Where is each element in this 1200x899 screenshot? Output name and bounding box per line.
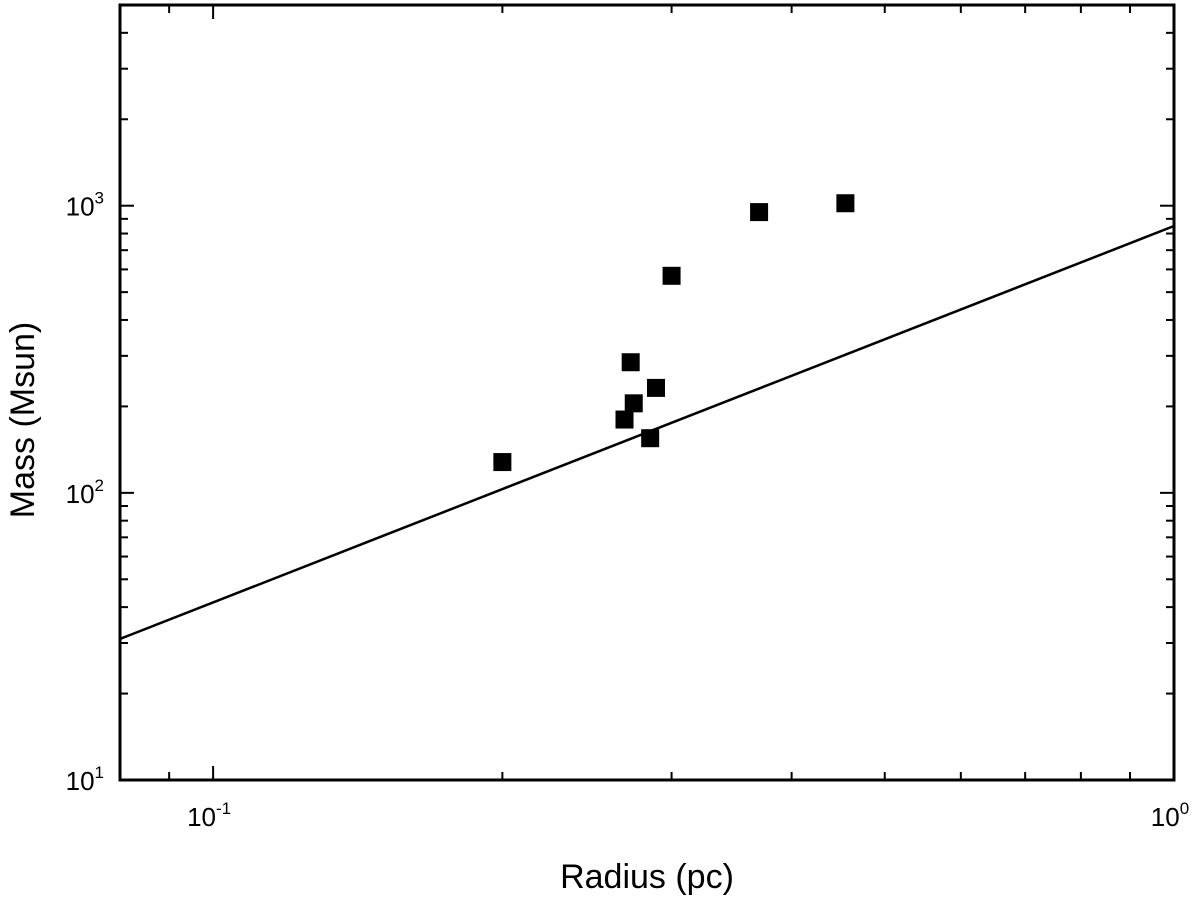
y-tick-label: 103 — [66, 189, 104, 222]
x-tick-base: 10 — [187, 802, 216, 832]
data-point — [750, 203, 769, 222]
points-layer — [493, 194, 855, 472]
ticks-layer — [119, 4, 1175, 781]
y-tick-base: 10 — [66, 192, 95, 222]
x-tick-label: 10-1 — [187, 799, 231, 832]
x-tick-exp: -1 — [216, 799, 231, 818]
plot-frame — [118, 3, 1176, 782]
x-axis-label: Radius (pc) — [560, 858, 734, 896]
x-tick-base: 10 — [1151, 802, 1180, 832]
data-point — [662, 266, 681, 285]
data-point — [641, 429, 660, 448]
y-tick-exp: 1 — [95, 763, 104, 782]
axes-layer — [118, 3, 1176, 782]
data-point — [621, 353, 640, 372]
data-point — [646, 378, 665, 397]
y-tick-base: 10 — [66, 479, 95, 509]
y-tick-label: 101 — [66, 763, 104, 796]
x-tick-exp: 0 — [1180, 799, 1189, 818]
x-tick-label: 100 — [1151, 799, 1189, 832]
y-tick-base: 10 — [66, 766, 95, 796]
y-tick-label: 102 — [66, 476, 104, 509]
data-point — [615, 410, 634, 429]
y-tick-exp: 2 — [95, 476, 104, 495]
data-point — [836, 194, 855, 213]
y-tick-exp: 3 — [95, 189, 104, 208]
data-point — [493, 453, 512, 472]
data-point — [624, 394, 643, 413]
y-axis-label: Mass (Msun) — [4, 322, 42, 518]
